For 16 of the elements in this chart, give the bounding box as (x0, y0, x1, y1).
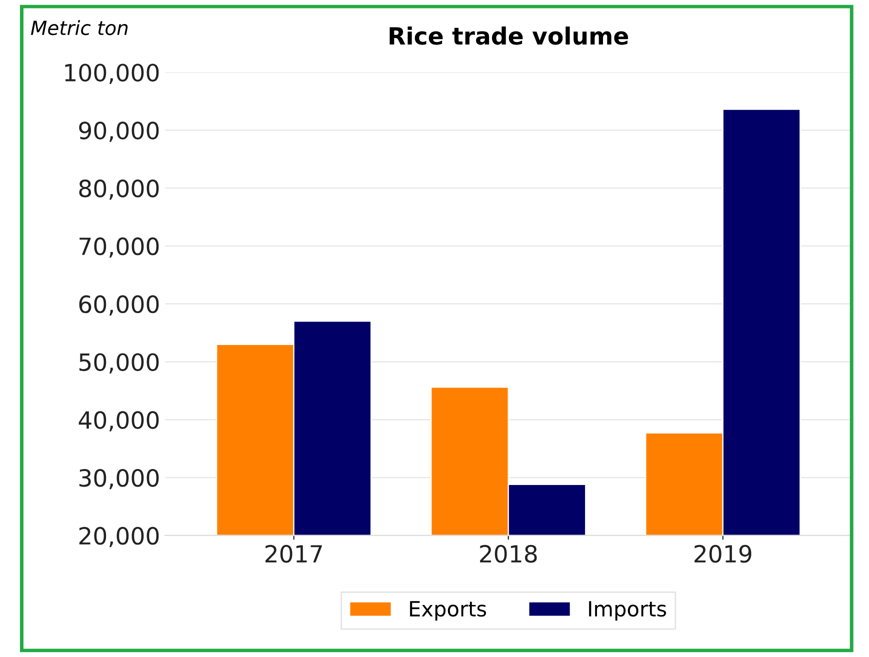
x-tick-label: 2017 (266, 544, 322, 563)
y-axis-title: Metric ton (30, 20, 128, 36)
y-tick-label: 80,000 (79, 180, 159, 200)
chart-title: Rice trade volume (390, 26, 628, 45)
y-tick-label: 20,000 (79, 526, 159, 548)
y-tick-label: 100,000 (65, 64, 159, 84)
y-tick-label: 30,000 (79, 469, 159, 490)
legend-label: Imports (589, 601, 666, 621)
legend-label: Exports (410, 601, 486, 621)
y-tick-label: 90,000 (79, 122, 159, 142)
y-tick-label: 50,000 (79, 353, 159, 374)
y-tick-label: 70,000 (80, 237, 159, 258)
y-tick-label: 40,000 (78, 411, 159, 432)
x-tick-label: 2019 (694, 544, 752, 563)
y-tick-label: 60,000 (79, 295, 159, 316)
x-tick-label: 2018 (480, 544, 537, 563)
